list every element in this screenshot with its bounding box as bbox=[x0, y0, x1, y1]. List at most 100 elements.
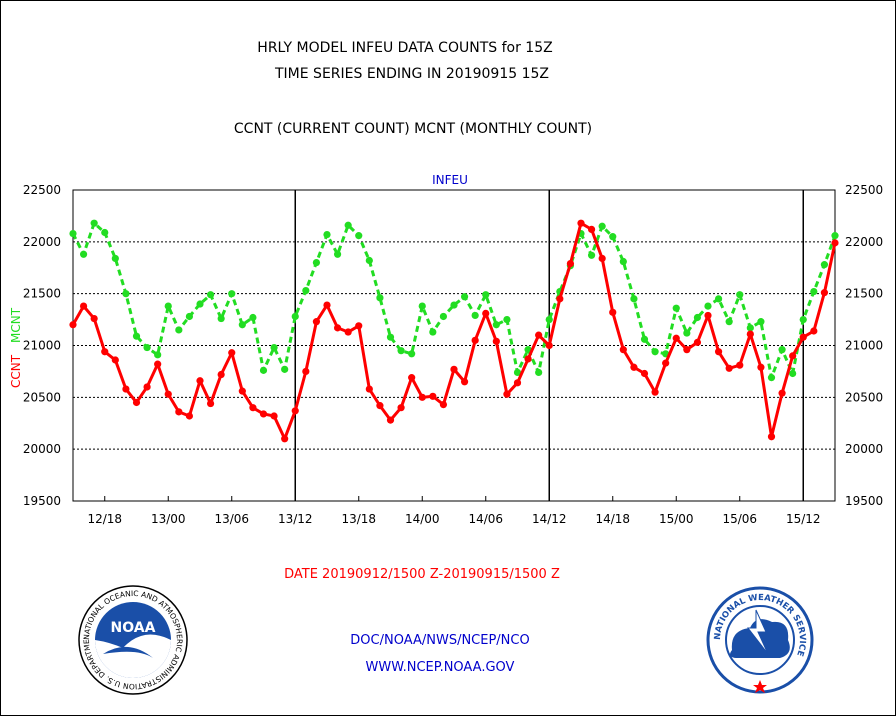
ccnt-point bbox=[90, 314, 98, 323]
mcnt-point bbox=[598, 222, 606, 230]
xtick-label: 14/06 bbox=[468, 512, 503, 526]
mcnt-point bbox=[725, 318, 733, 326]
mcnt-point bbox=[820, 261, 829, 269]
mcnt-point bbox=[767, 374, 776, 382]
mcnt-point bbox=[164, 302, 172, 310]
mcnt-point bbox=[746, 324, 754, 332]
ccnt-point bbox=[545, 341, 553, 350]
mcnt-point bbox=[619, 257, 627, 266]
mcnt-point bbox=[196, 300, 204, 308]
ccnt-point bbox=[789, 352, 797, 360]
ytick-label-left: 22000 bbox=[23, 235, 61, 249]
ccnt-point bbox=[778, 389, 786, 397]
ccnt-point bbox=[609, 308, 617, 316]
ccnt-point bbox=[736, 361, 744, 369]
ccnt-point bbox=[154, 360, 162, 368]
mcnt-point bbox=[238, 321, 246, 329]
mcnt-point bbox=[228, 290, 236, 298]
ccnt-point bbox=[471, 336, 479, 344]
x-axis: 12/18 13/00 13/06 13/12 13/18 14/00 14/06 14/12… bbox=[87, 496, 821, 526]
ccnt-point bbox=[270, 412, 278, 420]
ccnt-point bbox=[725, 364, 733, 372]
mcnt-point bbox=[408, 350, 416, 358]
xtick-label: 12/18 bbox=[87, 512, 122, 526]
ccnt-point bbox=[799, 333, 807, 341]
ccnt-point bbox=[704, 311, 712, 320]
mcnt-point bbox=[450, 301, 458, 309]
mcnt-point bbox=[111, 254, 119, 263]
mcnt-point bbox=[175, 326, 183, 334]
mcnt-point bbox=[503, 315, 511, 324]
ylabel-ccnt: CCNT bbox=[9, 354, 23, 388]
nws-logo: NATIONAL WEATHER SERVICE bbox=[706, 586, 814, 694]
ccnt-point bbox=[746, 330, 754, 338]
ytick-label-left: 22500 bbox=[23, 183, 61, 197]
ccnt-point bbox=[662, 359, 670, 367]
y-axis-left: 19500 20000 20500 21000 21500 22000 22500 bbox=[23, 183, 61, 508]
xtick-label: 15/12 bbox=[786, 512, 821, 526]
mcnt-point bbox=[513, 368, 522, 377]
footer-url[interactable]: WWW.NCEP.NOAA.GOV bbox=[366, 660, 515, 675]
panel-label: INFEU bbox=[432, 173, 468, 187]
ccnt-point bbox=[101, 348, 109, 356]
chart-subtitle: CCNT (CURRENT COUNT) MCNT (MONTHLY COUNT… bbox=[234, 121, 592, 137]
ccnt-point bbox=[302, 367, 310, 376]
ccnt-point bbox=[672, 334, 680, 342]
ccnt-point bbox=[429, 392, 437, 400]
ccnt-point bbox=[111, 356, 119, 364]
mcnt-point bbox=[397, 347, 405, 355]
ccnt-point bbox=[460, 378, 469, 386]
mcnt-point bbox=[259, 366, 268, 374]
ccnt-point bbox=[767, 433, 776, 441]
ccnt-point bbox=[164, 390, 172, 398]
ytick-label-left: 21500 bbox=[23, 287, 61, 301]
ccnt-point bbox=[217, 370, 225, 379]
xtick-label: 13/00 bbox=[151, 512, 186, 526]
mcnt-point bbox=[535, 368, 543, 377]
mcnt-point bbox=[630, 295, 638, 303]
ytick-label-right: 22000 bbox=[845, 235, 883, 249]
mcnt-point bbox=[291, 312, 299, 321]
ccnt-point bbox=[693, 338, 702, 346]
ccnt-point bbox=[281, 435, 289, 443]
xtick-label: 14/12 bbox=[532, 512, 567, 526]
mcnt-point bbox=[90, 219, 98, 227]
ccnt-point bbox=[143, 383, 151, 391]
ccnt-point bbox=[418, 393, 426, 401]
footer-org[interactable]: DOC/NOAA/NWS/NCEP/NCO bbox=[350, 633, 529, 648]
ccnt-point bbox=[196, 377, 204, 385]
ytick-label-left: 20000 bbox=[23, 442, 61, 456]
mcnt-point bbox=[302, 286, 310, 295]
ccnt-point bbox=[259, 410, 268, 418]
series-ccnt bbox=[69, 219, 839, 443]
ytick-label-left: 19500 bbox=[23, 494, 61, 508]
mcnt-point bbox=[609, 233, 617, 241]
mcnt-point bbox=[587, 251, 596, 259]
chart-title-line2: TIME SERIES ENDING IN 20190915 15Z bbox=[274, 66, 549, 82]
ytick-label-left: 21000 bbox=[23, 339, 61, 353]
ccnt-point bbox=[376, 402, 384, 410]
plot-area: INFEU 19500 20000 20500 21000 21500 22000 2250… bbox=[23, 173, 883, 526]
mcnt-point bbox=[79, 250, 88, 258]
mcnt-point bbox=[344, 221, 352, 229]
mcnt-point bbox=[376, 294, 384, 302]
mcnt-point bbox=[312, 258, 321, 267]
mcnt-point bbox=[206, 291, 215, 299]
date-range: DATE 20190912/1500 Z-20190915/1500 Z bbox=[284, 567, 560, 582]
ccnt-point bbox=[185, 412, 194, 420]
mcnt-point bbox=[810, 287, 818, 296]
mcnt-point bbox=[460, 293, 469, 301]
ccnt-point bbox=[651, 388, 659, 396]
mcnt-point bbox=[672, 304, 680, 312]
mcnt-point bbox=[281, 365, 289, 373]
mcnt-point bbox=[69, 229, 77, 238]
grid-lines bbox=[73, 189, 835, 450]
mcnt-point bbox=[799, 315, 807, 324]
ccnt-point bbox=[820, 289, 829, 297]
ccnt-point bbox=[577, 219, 585, 227]
ccnt-point bbox=[619, 346, 627, 354]
noaa-logo-center-text: NOAA bbox=[111, 620, 156, 636]
ccnt-point bbox=[630, 363, 638, 371]
ccnt-point bbox=[524, 355, 532, 363]
